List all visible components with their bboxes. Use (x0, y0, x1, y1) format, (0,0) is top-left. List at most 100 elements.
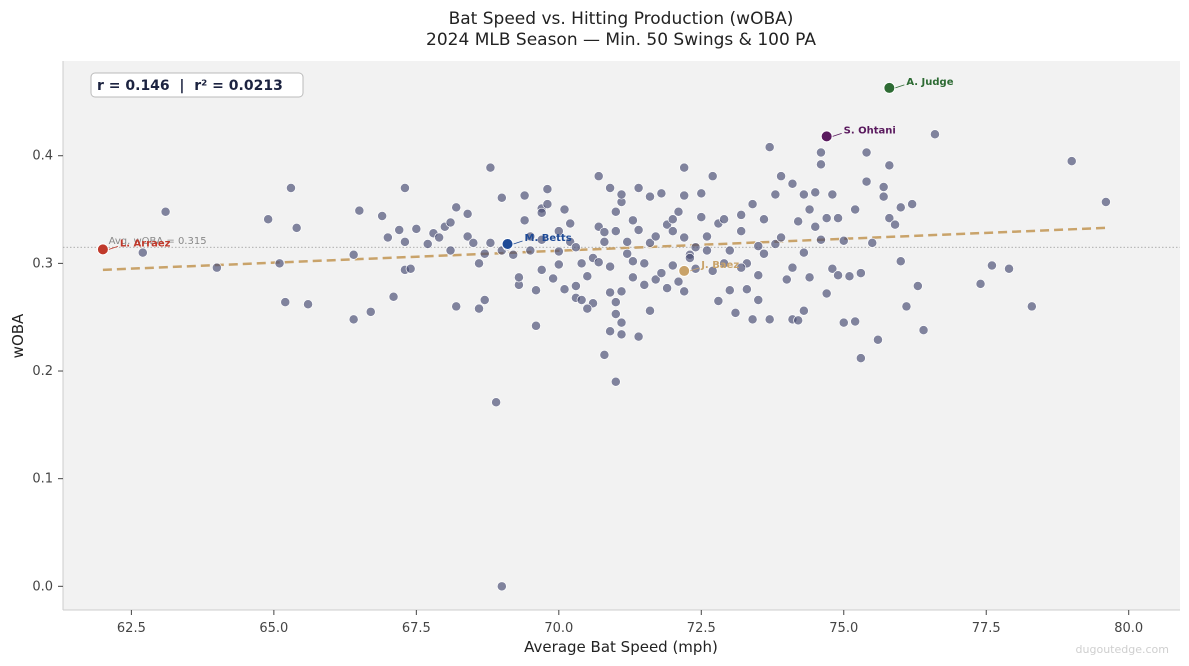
data-point (679, 190, 690, 201)
highlight-point (820, 130, 833, 143)
data-point (878, 191, 889, 202)
data-point (365, 306, 376, 317)
data-point (901, 301, 912, 312)
data-point (525, 245, 536, 256)
data-point (1004, 263, 1014, 274)
data-point (833, 270, 844, 281)
data-point (804, 204, 815, 215)
data-point (730, 307, 741, 318)
data-point (878, 181, 889, 192)
data-point (645, 191, 655, 202)
data-point (303, 299, 314, 310)
data-point (702, 231, 712, 242)
data-point (451, 202, 462, 213)
data-point (890, 219, 901, 230)
data-point (422, 239, 433, 249)
data-point (548, 273, 559, 284)
data-point (702, 245, 712, 256)
data-point (650, 231, 661, 242)
data-point (736, 209, 747, 220)
data-point (656, 188, 667, 199)
data-point (348, 249, 359, 260)
data-point (907, 199, 918, 210)
y-tick-label: 0.2 (32, 364, 53, 379)
x-tick-label: 72.5 (687, 621, 716, 636)
data-point (639, 258, 650, 269)
data-point (1026, 301, 1037, 312)
data-point (684, 253, 695, 263)
data-point (553, 226, 564, 237)
data-point (804, 272, 815, 283)
data-point (599, 227, 610, 238)
data-point (867, 237, 878, 248)
data-point (388, 291, 399, 302)
data-point (736, 226, 747, 237)
data-point (468, 237, 479, 248)
data-point (610, 206, 621, 217)
data-point (929, 129, 940, 140)
stats-box-frame (90, 72, 304, 98)
data-point (633, 331, 644, 342)
highlight-arrow (108, 246, 119, 250)
data-point (707, 171, 718, 182)
data-point (525, 231, 536, 242)
data-point (485, 237, 496, 248)
data-point (764, 142, 775, 153)
data-point (491, 397, 502, 408)
highlight-arrow (832, 132, 842, 137)
data-point (622, 236, 633, 247)
data-point (787, 262, 798, 273)
data-point (747, 314, 758, 325)
data-point (519, 215, 530, 226)
x-tick-label: 70.0 (544, 621, 573, 636)
data-point (827, 189, 838, 200)
x-tick-label: 77.5 (972, 621, 1001, 636)
x-tick-label: 75.0 (829, 621, 858, 636)
highlight-label: S. Ohtani (844, 125, 896, 136)
data-point (747, 199, 758, 210)
watermark: dugoutedge.com (1076, 643, 1169, 656)
data-point (519, 190, 530, 201)
x-axis-label: Average Bat Speed (mph) (524, 638, 718, 656)
data-point (656, 268, 667, 279)
data-point (776, 171, 787, 182)
data-point (627, 256, 638, 267)
data-point (211, 262, 222, 273)
data-point (1100, 197, 1111, 207)
data-point (599, 349, 610, 360)
data-point (793, 216, 804, 227)
highlight-arrow (690, 267, 700, 272)
x-tick-label: 65.0 (259, 621, 288, 636)
data-point (542, 184, 553, 195)
data-point (884, 213, 895, 224)
data-point (627, 272, 638, 283)
data-point (838, 317, 849, 328)
data-point (827, 263, 838, 274)
data-point (918, 325, 929, 336)
data-point (895, 256, 906, 267)
data-point (160, 206, 171, 217)
data-point (576, 295, 587, 305)
data-point (627, 215, 638, 226)
highlight-label: J. Baez (700, 260, 739, 271)
data-point (593, 257, 604, 268)
stats-box-text: r = 0.146 | r² = 0.0213 (97, 78, 283, 94)
data-point (753, 295, 764, 305)
data-point (445, 245, 456, 256)
data-point (816, 159, 826, 170)
x-tick-label: 62.5 (117, 621, 146, 636)
data-point (462, 231, 473, 242)
data-point (810, 221, 821, 232)
data-point (559, 284, 570, 295)
data-point (291, 222, 302, 233)
data-point (696, 212, 707, 223)
data-point (690, 242, 701, 253)
data-point (645, 237, 655, 248)
data-point (764, 314, 775, 325)
data-point (770, 189, 781, 200)
data-point (650, 274, 661, 285)
data-point (724, 245, 735, 256)
data-point (474, 303, 484, 314)
data-point (884, 160, 895, 171)
